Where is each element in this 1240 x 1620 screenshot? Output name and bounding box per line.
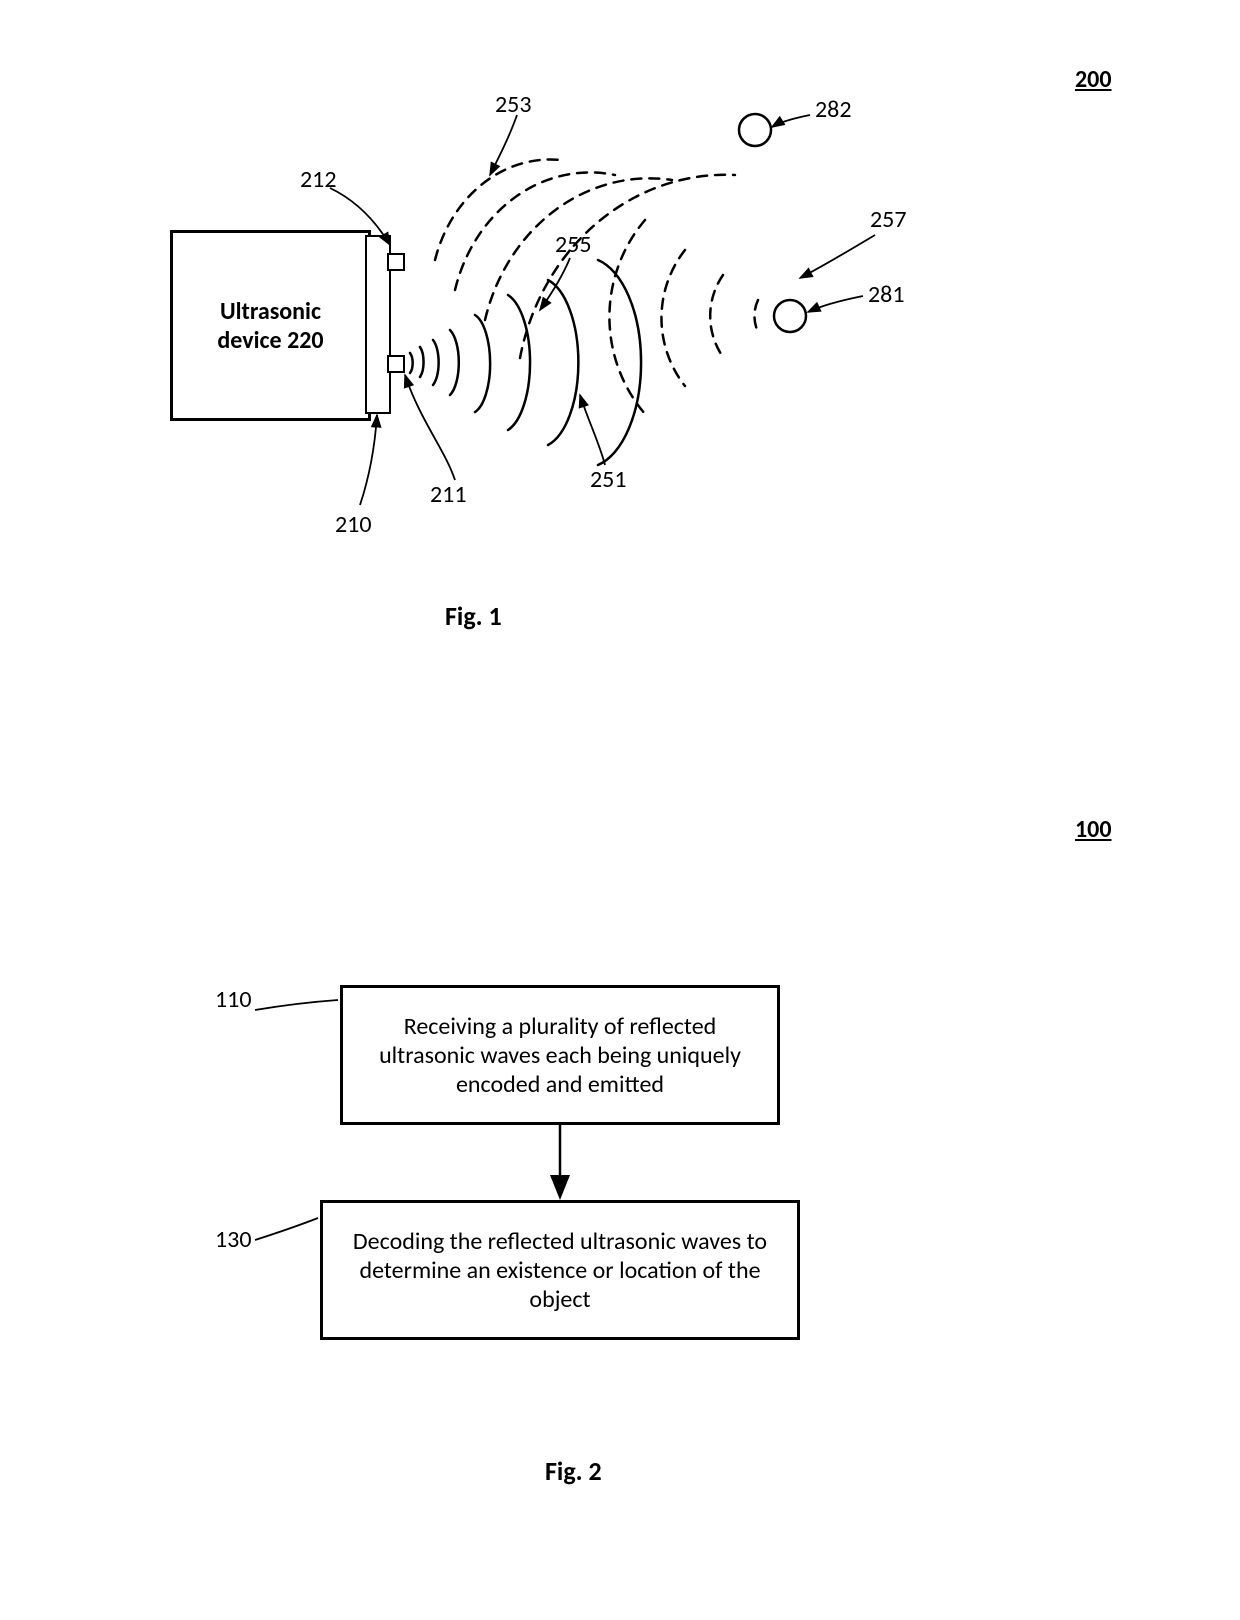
step-110-box: Receiving a plurality of reflected ultra… (340, 985, 780, 1125)
step-130-box: Decoding the reflected ultrasonic waves … (320, 1200, 800, 1340)
label-255: 255 (555, 230, 592, 259)
leaders-fig1 (330, 115, 875, 505)
label-210: 210 (335, 510, 372, 539)
device-label-line2: device 220 (217, 326, 323, 355)
label-211: 211 (430, 480, 467, 509)
waves-reflected-257 (609, 220, 758, 414)
label-257: 257 (870, 205, 907, 234)
label-110: 110 (215, 985, 252, 1014)
ultrasonic-device-box: Ultrasonic device 220 (170, 230, 371, 421)
transducer-bottom (387, 355, 405, 373)
label-281: 281 (868, 280, 905, 309)
label-282: 282 (815, 95, 852, 124)
device-label: Ultrasonic device 220 (217, 297, 323, 355)
page-container: 200 Ultrasonic device 220 253 282 212 25… (0, 0, 1240, 1620)
step-110-text: Receiving a plurality of reflected ultra… (363, 1012, 757, 1099)
label-253: 253 (495, 90, 532, 119)
label-212: 212 (300, 165, 337, 194)
label-251: 251 (590, 465, 627, 494)
label-130: 130 (215, 1225, 252, 1254)
fig2-caption: Fig. 2 (545, 1455, 602, 1487)
step-130-text: Decoding the reflected ultrasonic waves … (343, 1227, 777, 1314)
waves-emitted-251 (410, 260, 641, 465)
object-282 (739, 114, 771, 146)
transducer-top (387, 253, 405, 271)
device-label-line1: Ultrasonic (220, 297, 321, 326)
page-ref-200: 200 (1075, 65, 1112, 94)
page-ref-100: 100 (1075, 815, 1112, 844)
fig1-caption: Fig. 1 (445, 600, 502, 632)
object-281 (774, 300, 806, 332)
